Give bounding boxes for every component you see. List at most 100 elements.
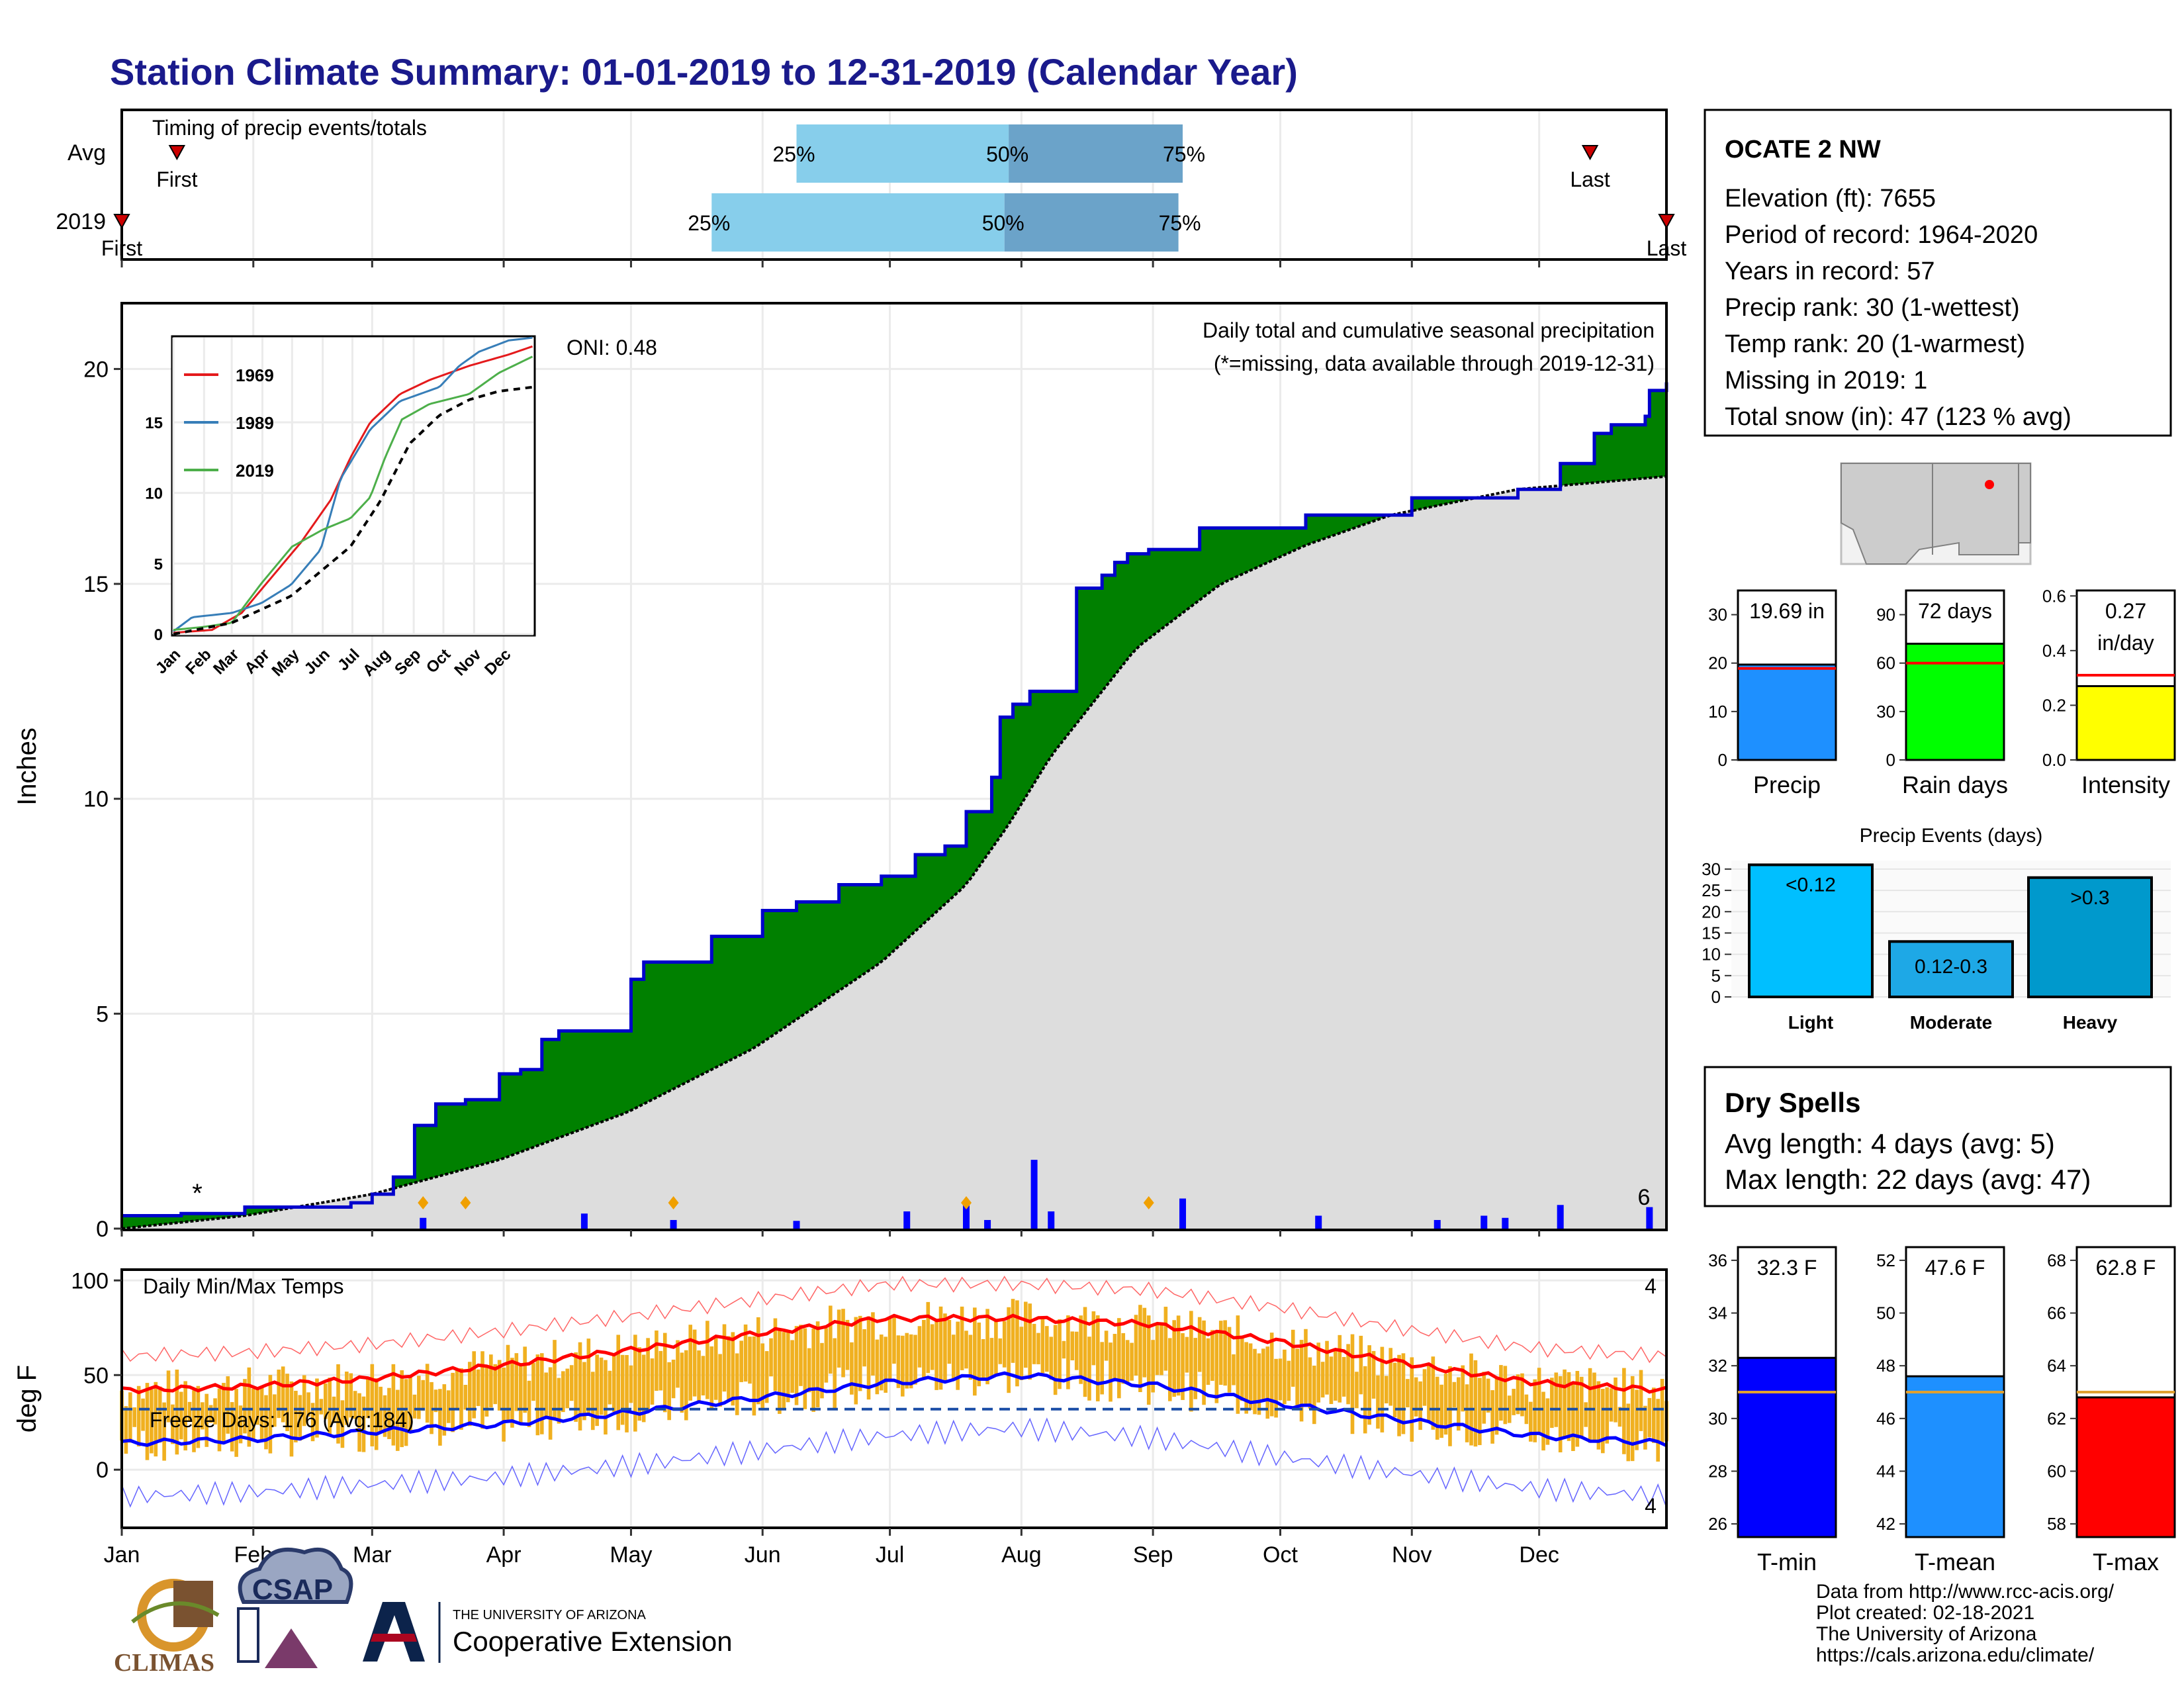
daily-temp-range-bar <box>934 1319 938 1390</box>
daily-temp-range-bar <box>1023 1301 1028 1368</box>
daily-temp-range-bar <box>255 1388 259 1425</box>
events-bar-light <box>1748 863 1874 998</box>
daily-temp-range-bar <box>1537 1368 1541 1433</box>
daily-temp-range-bar <box>1172 1320 1176 1397</box>
daily-temp-range-bar <box>553 1340 557 1419</box>
daily-temp-range-bar <box>1647 1397 1652 1438</box>
daily-temp-range-bar <box>238 1405 243 1444</box>
daily-temp-range-bar <box>731 1332 735 1406</box>
daily-temp-range-bar <box>150 1389 154 1454</box>
daily-temp-range-bar <box>646 1338 650 1411</box>
daily-temp-range-bar <box>1130 1342 1134 1381</box>
timing-row-2019: 2019 <box>56 209 106 234</box>
temp-value-label: 47.6 F <box>1925 1256 1985 1280</box>
daily-temp-range-bar <box>285 1374 289 1431</box>
avg-last-label: Last <box>1570 167 1610 191</box>
temp-tick-label: 30 <box>1708 1409 1727 1429</box>
daily-temp-range-bar <box>1155 1325 1160 1376</box>
daily-temp-range-bar <box>1070 1331 1075 1361</box>
precip-tick-label: 30 <box>1708 605 1727 625</box>
daily-temp-range-bar <box>778 1329 782 1414</box>
inset-legend-label-2019: 2019 <box>236 461 274 481</box>
daily-temp-range-bar <box>523 1346 527 1413</box>
daily-temp-range-bar <box>1232 1354 1236 1385</box>
daily-temp-range-bar <box>1257 1353 1261 1415</box>
precip-count-label: 6 <box>1638 1185 1651 1210</box>
daily-temp-range-bar <box>472 1351 477 1419</box>
inset-line-1989 <box>173 336 533 632</box>
daily-temp-range-bar <box>1206 1338 1210 1385</box>
daily-temp-range-bar <box>697 1350 701 1401</box>
daily-temp-range-bar <box>1283 1349 1287 1405</box>
daily-temp-range-bar <box>841 1309 845 1378</box>
daily-temp-range-bar <box>1439 1384 1443 1438</box>
events-tick-label: 30 <box>1702 859 1721 879</box>
daily-temp-range-bar <box>803 1328 807 1409</box>
daily-temp-range-bar <box>408 1375 412 1433</box>
inset-x-tick-label: Feb <box>182 645 214 678</box>
daily-temp-range-bar <box>196 1385 201 1448</box>
daily-temp-range-bar <box>862 1329 866 1367</box>
inset-legend-label-1989: 1989 <box>236 413 274 433</box>
events-category-label: Moderate <box>1910 1012 1992 1033</box>
daily-temp-range-bar <box>442 1384 447 1436</box>
daily-temp-range-bar <box>247 1367 251 1447</box>
temp-y-tick-label: 50 <box>83 1363 109 1388</box>
daily-temp-range-bar <box>1410 1357 1414 1442</box>
daily-temp-range-bar <box>590 1372 595 1430</box>
daily-temp-range-bar <box>1066 1315 1070 1389</box>
daily-temp-range-bar <box>1355 1372 1359 1409</box>
timing-panel: Timing of precip events/totals Avg 2019 … <box>56 109 1686 261</box>
daily-temp-range-bar <box>226 1376 230 1434</box>
daily-temp-range-bar <box>917 1326 922 1368</box>
temp-tick-label: 34 <box>1708 1303 1727 1323</box>
daily-precip-bar <box>903 1211 911 1229</box>
daily-temp-range-bar <box>171 1404 175 1444</box>
daily-temp-range-bar <box>259 1387 264 1442</box>
daily-temp-range-bar <box>871 1312 875 1376</box>
daily-temp-range-bar <box>1320 1362 1325 1398</box>
daily-precip-bar <box>963 1203 970 1229</box>
main-y-axis-label: Inches <box>13 727 42 806</box>
daily-temp-range-bar <box>1609 1388 1614 1422</box>
daily-temp-range-bar <box>1146 1315 1151 1405</box>
daily-temp-range-bar <box>1308 1357 1312 1409</box>
daily-temp-range-bar <box>1473 1360 1478 1447</box>
precip-bar-intensity <box>2075 685 2176 761</box>
avg-p50-p75-box <box>1009 124 1183 183</box>
main-y-tick-label: 10 <box>83 787 109 812</box>
temp-tick-label: 58 <box>2047 1514 2066 1534</box>
daily-temp-range-bar <box>175 1369 179 1455</box>
daily-temp-range-bar <box>1100 1342 1104 1395</box>
avg-tmin-line <box>121 1371 1668 1448</box>
inset-y-tick-label: 5 <box>154 555 163 573</box>
temp-panel-label: T-min <box>1757 1548 1817 1575</box>
events-tick-label: 20 <box>1702 902 1721 921</box>
station-line-2: Period of record: 1964-2020 <box>1725 221 2038 249</box>
daily-temp-range-bar <box>459 1368 463 1430</box>
avg-tmax-line <box>121 1313 1667 1395</box>
daily-temp-range-bar <box>833 1338 837 1410</box>
temp-panel-label: T-mean <box>1915 1548 1995 1575</box>
daily-temp-range-bar <box>421 1380 426 1411</box>
y2019-p50-p75-box <box>1004 193 1179 252</box>
events-tick-label: 0 <box>1711 987 1721 1007</box>
temp-tick-label: 50 <box>1876 1303 1895 1323</box>
avg-p25-p50-box <box>796 124 1009 183</box>
daily-temp-range-bar <box>820 1342 824 1399</box>
csap-logo: CSAP <box>237 1547 353 1668</box>
inset-x-tick-label: Jun <box>301 645 334 678</box>
daily-temp-range-bar <box>463 1385 468 1410</box>
daily-temp-range-bar <box>1028 1303 1032 1380</box>
cumulative-2019-line <box>122 382 1668 1218</box>
daily-temp-range-bar <box>154 1382 158 1457</box>
daily-temp-range-bar <box>1639 1370 1643 1431</box>
daily-temp-range-bar <box>561 1371 565 1413</box>
inset-legend-label-1969: 1969 <box>236 365 274 385</box>
daily-temp-range-bar <box>926 1301 931 1374</box>
station-name: OCATE 2 NW <box>1725 136 1881 164</box>
daily-temp-range-bar <box>1588 1368 1592 1443</box>
daily-temp-range-bar <box>412 1394 417 1419</box>
month-tick-label: Aug <box>1001 1542 1042 1568</box>
daily-temp-range-bar <box>858 1315 862 1391</box>
